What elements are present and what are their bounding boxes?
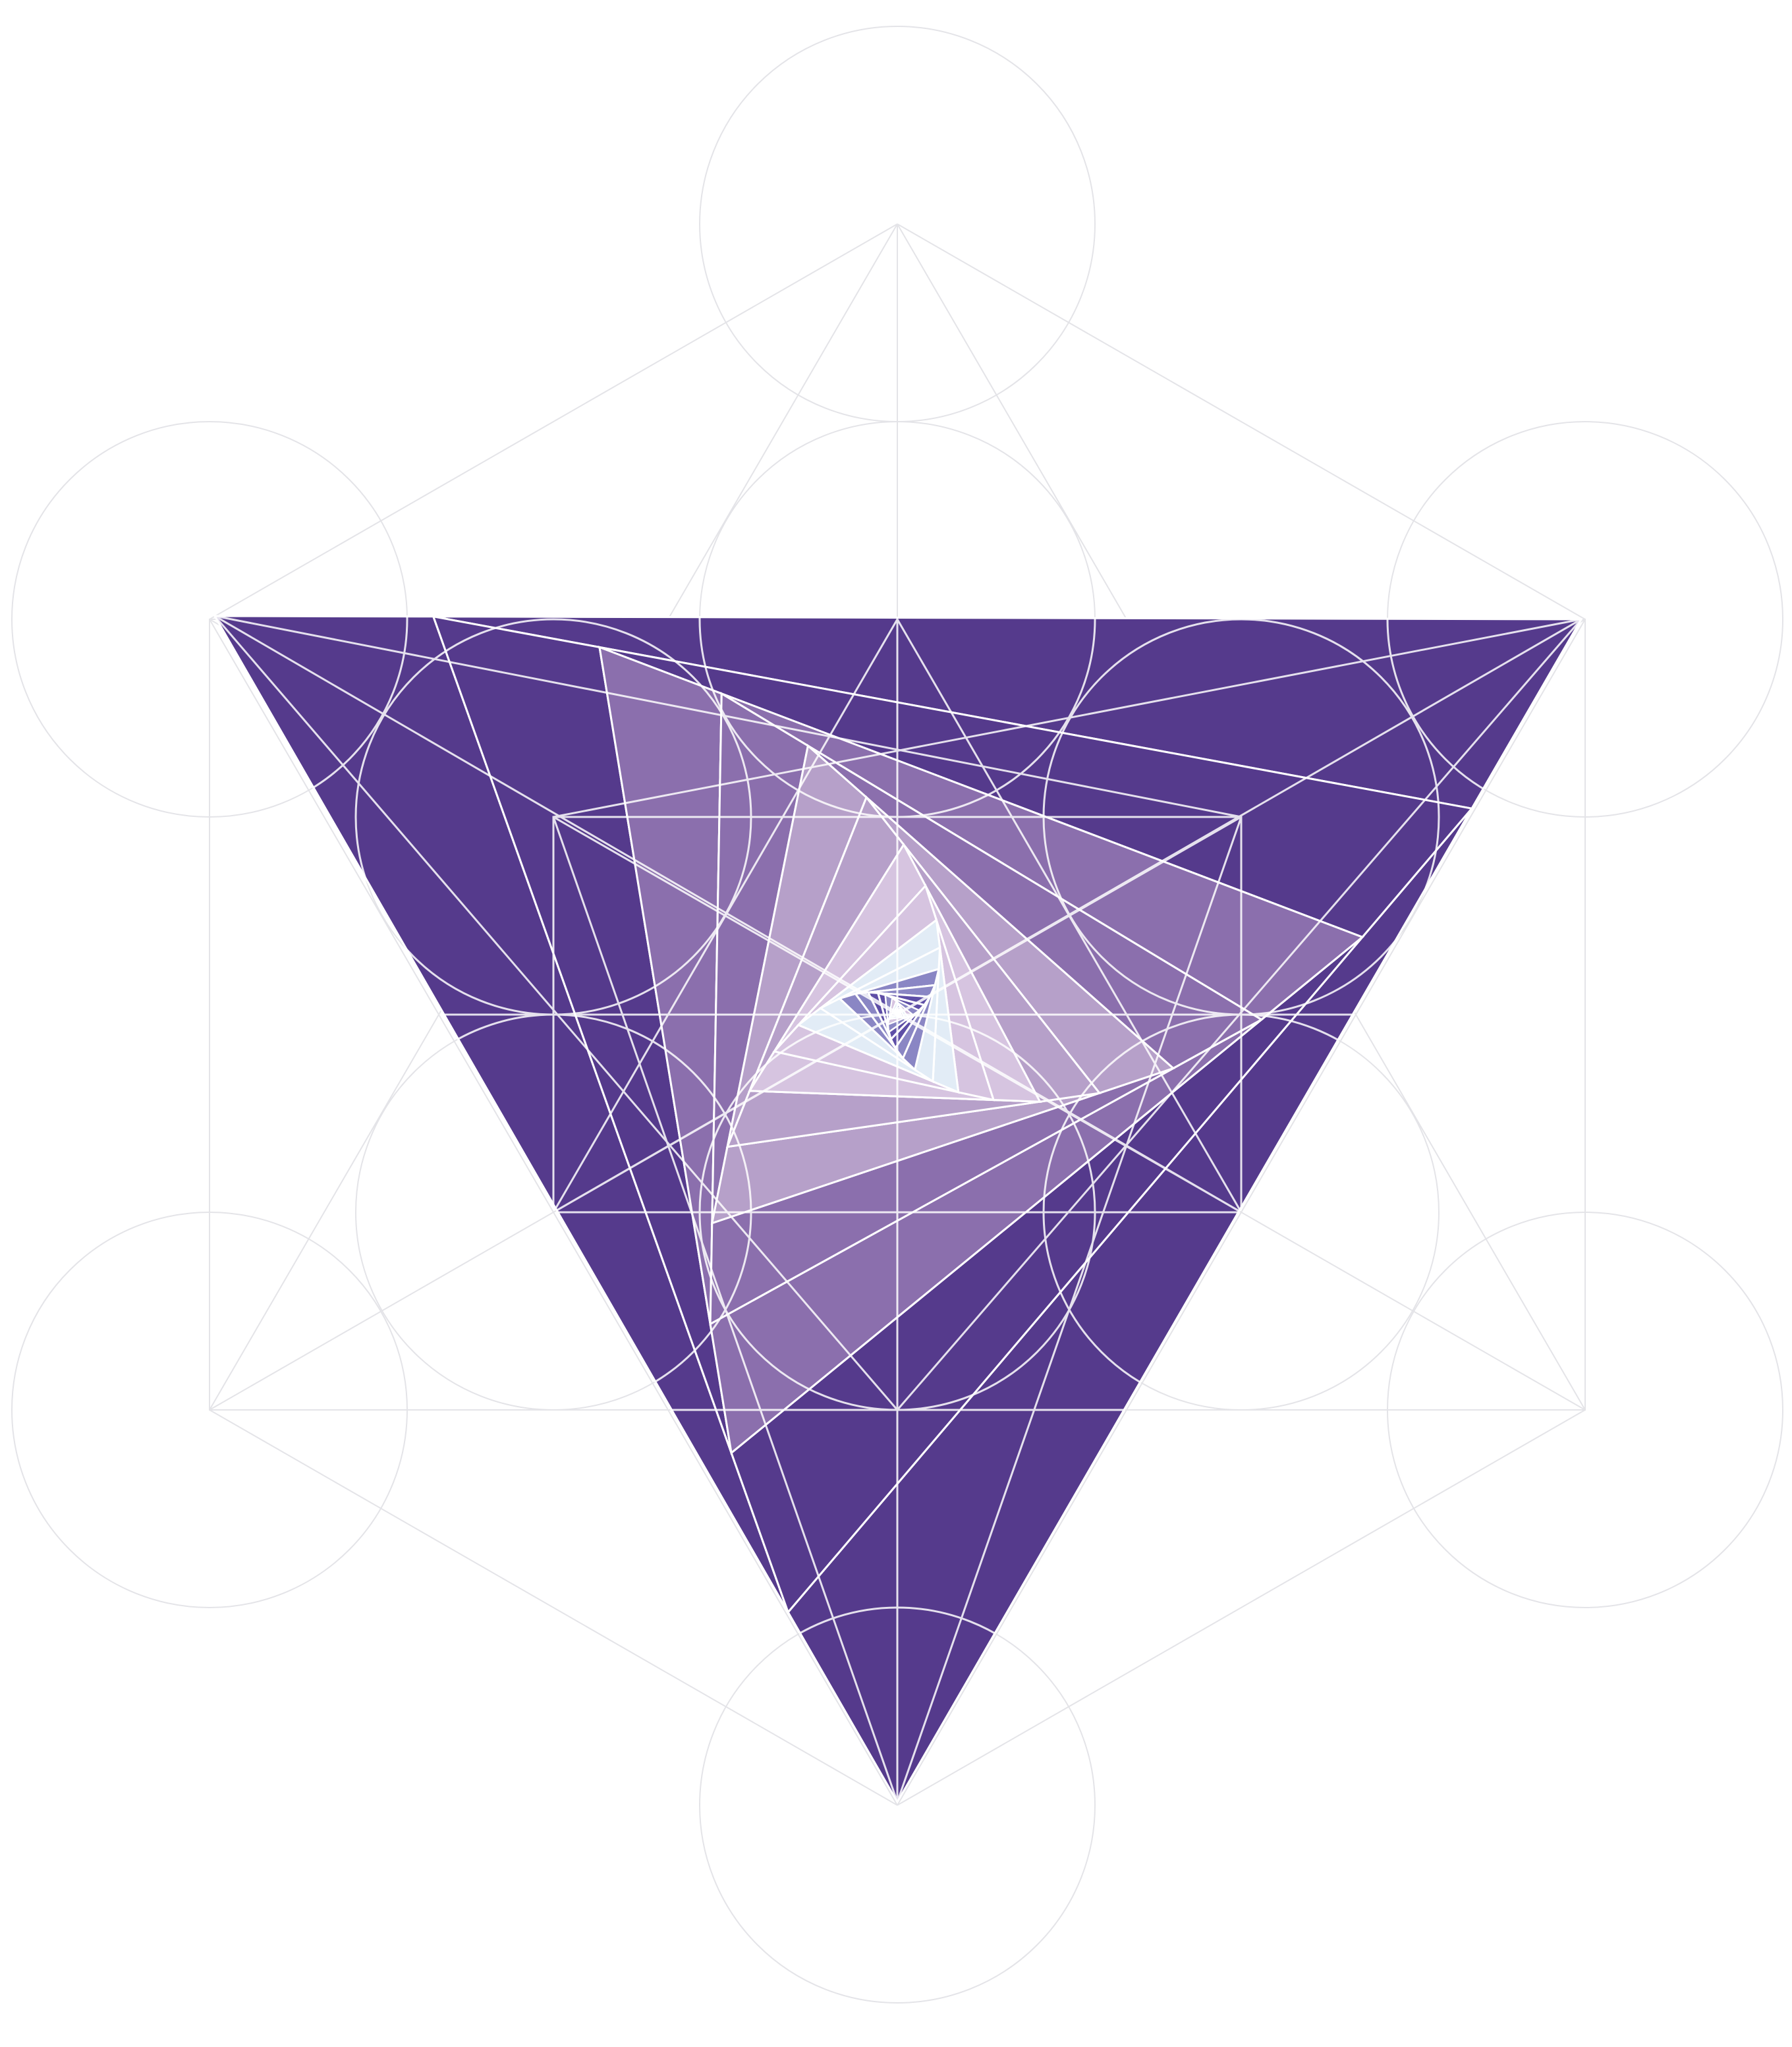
overlay-line <box>215 616 899 1411</box>
guide-line <box>209 223 898 620</box>
overlay-line <box>552 619 899 1213</box>
guide-line <box>209 619 898 1806</box>
overlay-circle <box>1386 616 1581 818</box>
overlay-line <box>553 618 1581 818</box>
overlay-circle <box>215 616 408 818</box>
overlay-line <box>215 616 1242 818</box>
guide-line <box>897 223 1586 620</box>
overlay-line <box>552 816 899 1802</box>
overlay-line <box>896 619 1243 1213</box>
guide-line <box>897 1409 1586 1806</box>
guide-line <box>209 1409 898 1806</box>
overlay-line <box>896 816 1243 1802</box>
overlay-line <box>896 619 1581 1411</box>
overlay-line <box>553 816 1242 1214</box>
